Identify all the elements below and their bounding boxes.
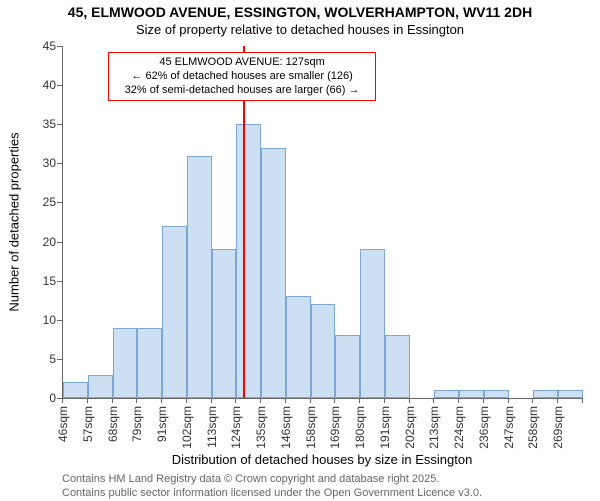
x-tick-mark (87, 398, 88, 403)
y-tick-mark (57, 359, 62, 360)
x-tick-label: 146sqm (279, 406, 293, 449)
x-tick-label: 224sqm (452, 406, 466, 449)
x-tick-mark (433, 398, 434, 403)
x-tick-mark (112, 398, 113, 403)
histogram-bar (558, 390, 583, 398)
y-tick-label: 15 (43, 274, 56, 288)
histogram-bar (137, 328, 162, 398)
x-tick-mark (458, 398, 459, 403)
x-tick-label: 91sqm (155, 406, 169, 442)
x-tick-mark (62, 398, 63, 403)
annotation-line: 45 ELMWOOD AVENUE: 127sqm (115, 56, 369, 70)
x-tick-mark (384, 398, 385, 403)
x-tick-mark (211, 398, 212, 403)
y-axis-label: Number of detached properties (7, 132, 22, 311)
x-tick-label: 135sqm (254, 406, 268, 449)
chart-subtitle: Size of property relative to detached ho… (0, 22, 600, 37)
x-tick-label: 124sqm (229, 406, 243, 449)
x-tick-mark (508, 398, 509, 403)
x-tick-label: 269sqm (551, 406, 565, 449)
x-tick-mark (161, 398, 162, 403)
y-tick-label: 35 (43, 117, 56, 131)
histogram-bar (113, 328, 138, 398)
y-tick-mark (57, 124, 62, 125)
annotation-line: 32% of semi-detached houses are larger (… (115, 84, 369, 98)
y-tick-label: 45 (43, 39, 56, 53)
attribution-line-1: Contains HM Land Registry data © Crown c… (62, 472, 482, 486)
histogram-bar (385, 335, 410, 398)
y-tick-mark (57, 163, 62, 164)
histogram-bar (261, 148, 286, 398)
y-tick-label: 30 (43, 156, 56, 170)
x-tick-label: 202sqm (403, 406, 417, 449)
x-tick-mark (136, 398, 137, 403)
x-tick-mark (285, 398, 286, 403)
x-tick-mark (532, 398, 533, 403)
histogram-bar (162, 226, 187, 398)
histogram-bar (434, 390, 459, 398)
x-tick-label: 258sqm (526, 406, 540, 449)
x-tick-mark (582, 398, 583, 403)
x-tick-mark (235, 398, 236, 403)
x-tick-label: 191sqm (378, 406, 392, 449)
y-tick-mark (57, 46, 62, 47)
chart-title: 45, ELMWOOD AVENUE, ESSINGTON, WOLVERHAM… (0, 4, 600, 20)
histogram-bar (533, 390, 558, 398)
histogram-bar (286, 296, 311, 398)
histogram-bar (459, 390, 484, 398)
y-tick-label: 5 (49, 352, 56, 366)
x-tick-label: 46sqm (56, 406, 70, 442)
x-tick-label: 169sqm (328, 406, 342, 449)
x-tick-label: 180sqm (353, 406, 367, 449)
histogram-bar (484, 390, 509, 398)
histogram-bar (212, 249, 237, 398)
attribution-line-2: Contains public sector information licen… (62, 486, 482, 500)
x-tick-label: 213sqm (427, 406, 441, 449)
x-tick-label: 102sqm (180, 406, 194, 449)
property-annotation: 45 ELMWOOD AVENUE: 127sqm← 62% of detach… (108, 52, 376, 101)
histogram-bar (335, 335, 360, 398)
x-tick-label: 113sqm (205, 406, 219, 448)
x-tick-label: 236sqm (477, 406, 491, 449)
annotation-line: ← 62% of detached houses are smaller (12… (115, 70, 369, 84)
x-tick-mark (409, 398, 410, 403)
x-tick-mark (260, 398, 261, 403)
x-tick-mark (334, 398, 335, 403)
chart-container: 45, ELMWOOD AVENUE, ESSINGTON, WOLVERHAM… (0, 0, 600, 500)
x-tick-mark (557, 398, 558, 403)
x-tick-mark (310, 398, 311, 403)
y-tick-label: 10 (43, 313, 56, 327)
x-tick-label: 247sqm (502, 406, 516, 449)
attribution-text: Contains HM Land Registry data © Crown c… (62, 472, 482, 501)
x-tick-label: 68sqm (106, 406, 120, 442)
x-tick-label: 57sqm (81, 406, 95, 442)
x-tick-mark (186, 398, 187, 403)
y-tick-mark (57, 85, 62, 86)
histogram-bar (360, 249, 385, 398)
histogram-bar (88, 375, 113, 398)
y-tick-label: 0 (49, 391, 56, 405)
y-tick-label: 20 (43, 235, 56, 249)
x-tick-mark (359, 398, 360, 403)
x-tick-label: 158sqm (304, 406, 318, 449)
y-tick-label: 40 (43, 78, 56, 92)
histogram-bar (311, 304, 336, 398)
histogram-bar (187, 156, 212, 398)
x-tick-mark (483, 398, 484, 403)
y-tick-label: 25 (43, 195, 56, 209)
histogram-bar (63, 382, 88, 398)
y-tick-mark (57, 202, 62, 203)
x-axis-label: Distribution of detached houses by size … (62, 452, 582, 467)
y-tick-mark (57, 320, 62, 321)
y-tick-mark (57, 242, 62, 243)
y-tick-mark (57, 281, 62, 282)
histogram-bar (236, 124, 261, 398)
x-tick-label: 79sqm (130, 406, 144, 442)
